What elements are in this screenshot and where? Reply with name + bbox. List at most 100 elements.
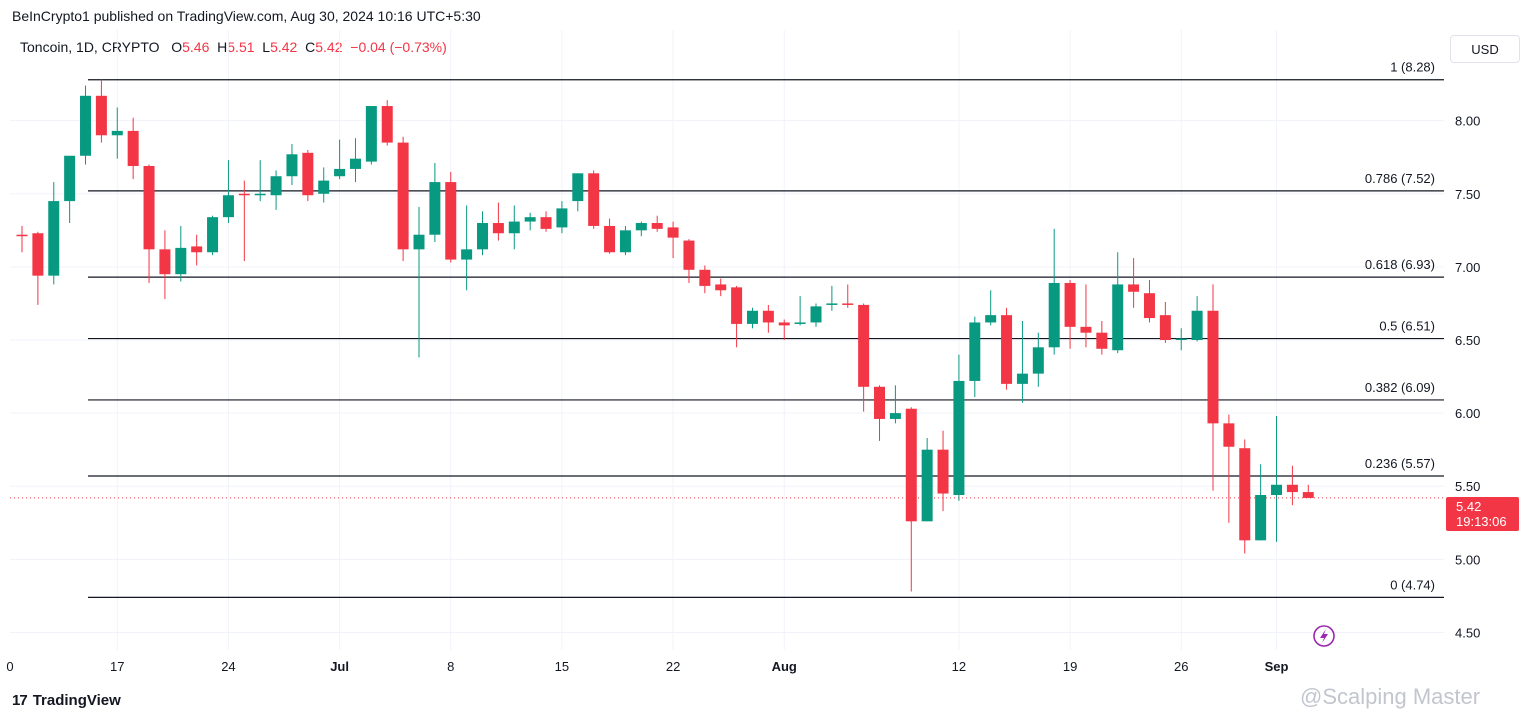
tradingview-logo-icon: 17 — [12, 692, 28, 709]
candle-body — [1159, 315, 1171, 340]
candle-body — [349, 158, 361, 169]
candle — [286, 144, 298, 185]
candle — [588, 170, 600, 229]
candle — [1255, 464, 1267, 541]
candle-body — [461, 249, 473, 260]
candle — [143, 164, 155, 283]
candle — [492, 202, 504, 241]
candle — [1223, 414, 1235, 523]
grid-lines — [10, 30, 1444, 650]
symbol-name[interactable]: Toncoin, 1D, CRYPTO — [20, 39, 160, 55]
tradingview-logo[interactable]: 17 TradingView — [12, 692, 121, 709]
candle — [619, 225, 631, 256]
candle-body — [477, 223, 489, 250]
candle — [397, 136, 409, 262]
candle — [540, 211, 552, 232]
candle-body — [778, 322, 790, 326]
candle-body — [80, 95, 92, 156]
close-label: C — [305, 39, 316, 55]
candle-body — [127, 130, 139, 166]
candle-body — [874, 386, 886, 419]
time-tick-label: 0 — [6, 659, 13, 674]
candle — [572, 173, 584, 212]
candle-body — [1255, 495, 1267, 541]
candle-body — [16, 234, 28, 237]
candle — [762, 304, 774, 333]
candle — [921, 437, 933, 522]
candle — [794, 296, 806, 326]
candle — [302, 149, 314, 202]
candle-body — [1096, 332, 1108, 349]
candle — [858, 303, 870, 412]
candle-body — [905, 408, 917, 522]
candle — [635, 221, 647, 237]
candle — [16, 225, 28, 253]
candle-body — [651, 223, 663, 229]
time-tick-label: 26 — [1174, 659, 1188, 674]
candle — [604, 218, 616, 254]
candle — [48, 182, 60, 285]
candle-body — [445, 182, 457, 260]
candle-body — [842, 303, 854, 305]
candle — [1271, 416, 1283, 542]
candle-body — [969, 322, 981, 381]
candle — [1096, 320, 1108, 355]
candle-body — [207, 217, 219, 253]
candle-body — [1175, 338, 1187, 341]
candle-body — [1223, 423, 1235, 447]
candle — [683, 239, 695, 283]
candle — [508, 205, 520, 250]
time-tick-label: 24 — [221, 659, 235, 674]
candle — [445, 171, 457, 263]
price-tag-price: 5.42 — [1456, 499, 1481, 514]
candle-body — [1016, 373, 1028, 384]
watermark: @Scalping Master — [1300, 684, 1481, 709]
lightning-icon[interactable] — [1313, 625, 1335, 647]
candle-body — [159, 249, 171, 275]
candle — [1175, 328, 1187, 351]
candle-body — [48, 201, 60, 276]
time-tick-label: 19 — [1063, 659, 1077, 674]
candle-body — [635, 223, 647, 231]
candle — [937, 430, 949, 512]
time-tick-label: Sep — [1265, 659, 1289, 674]
time-tick-label: Aug — [772, 659, 797, 674]
price-tick-label: 6.00 — [1455, 406, 1480, 421]
candle-body — [1032, 347, 1044, 374]
candle-body — [1191, 310, 1203, 340]
candle — [1032, 332, 1044, 387]
candle-body — [1207, 310, 1219, 424]
time-axis: 0 17 24 Jul 8 15 22 Aug 12 19 26 Sep — [6, 659, 1288, 674]
candle — [461, 205, 473, 291]
candle — [1207, 284, 1219, 491]
price-tag-box — [1446, 497, 1519, 531]
candle — [731, 285, 743, 348]
candle-body — [731, 287, 743, 324]
candle — [842, 284, 854, 308]
candle-body — [365, 106, 377, 162]
candle — [1191, 296, 1203, 342]
candle-body — [95, 95, 107, 136]
currency-button[interactable]: USD — [1450, 35, 1520, 63]
candle-body — [1271, 484, 1283, 495]
price-tick-label: 4.50 — [1455, 625, 1480, 640]
price-tick-label: 6.50 — [1455, 333, 1480, 348]
candle — [778, 319, 790, 340]
candle — [1302, 484, 1314, 498]
candle-body — [1128, 284, 1140, 292]
high-value: 5.51 — [227, 39, 255, 55]
price-tick-label: 5.00 — [1455, 552, 1480, 567]
candle-body — [985, 315, 997, 323]
candle-body — [810, 306, 822, 323]
candle-body — [191, 246, 203, 253]
candle — [953, 354, 965, 501]
publish-info: BeInCrypto1 published on TradingView.com… — [12, 8, 481, 24]
candle — [1064, 280, 1076, 349]
candle — [905, 407, 917, 592]
candle-body — [858, 304, 870, 387]
candle-body — [1302, 492, 1314, 498]
candle-body — [334, 168, 346, 177]
price-tick-label: 5.50 — [1455, 479, 1480, 494]
candle — [1016, 320, 1028, 403]
